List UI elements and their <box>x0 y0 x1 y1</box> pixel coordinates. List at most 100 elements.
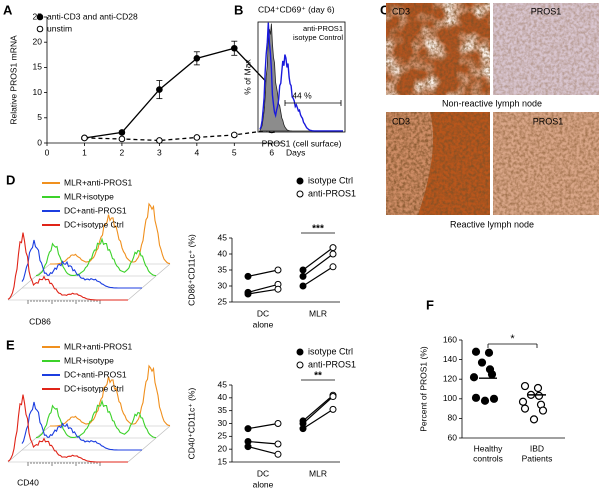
point <box>193 134 201 141</box>
caption: Reactive lymph node <box>450 219 534 229</box>
legend-label: isotype Control <box>293 33 343 42</box>
y-tick-label: 15 <box>218 456 228 466</box>
panel-letter: C <box>380 2 390 17</box>
legend-label: DC+isotype Ctrl <box>64 219 124 229</box>
y-tick-label: 60 <box>448 432 458 442</box>
point <box>520 404 530 413</box>
micrograph-texture <box>386 3 490 95</box>
legend-label: isotype Ctrl <box>308 346 353 356</box>
legend-marker <box>296 190 304 198</box>
histogram <box>50 364 171 427</box>
histogram <box>259 22 343 132</box>
point <box>484 348 494 357</box>
pair-line <box>302 394 334 422</box>
point <box>231 131 238 139</box>
y-tick-label: 140 <box>443 354 457 364</box>
y-tick-label: 40 <box>218 392 228 402</box>
y-tick-label: 120 <box>443 373 457 383</box>
histogram <box>21 401 142 451</box>
point <box>274 420 282 427</box>
y-tick-label: 80 <box>448 413 458 423</box>
point <box>274 266 282 274</box>
x-tick-label: alone <box>253 479 274 489</box>
panel-letter: E <box>6 337 15 352</box>
histogram <box>35 399 157 439</box>
x-tick-label: alone <box>253 319 274 329</box>
caption: Non-reactive lymph node <box>442 98 542 108</box>
point <box>244 272 252 280</box>
histogram <box>21 239 142 289</box>
point <box>469 373 479 382</box>
point <box>274 450 282 458</box>
stain-label: PROS1 <box>531 6 562 16</box>
point <box>299 425 307 433</box>
point <box>329 405 337 413</box>
pair-line <box>247 288 279 295</box>
point <box>471 347 481 356</box>
y-tick-label: 20 <box>218 443 228 453</box>
point <box>534 391 544 400</box>
pair-line <box>247 422 279 430</box>
x-tick-label: Patients <box>522 453 553 463</box>
y-tick-label: 45 <box>218 379 228 389</box>
legend-marker <box>36 13 44 21</box>
pair-line <box>247 269 279 277</box>
x-tick-label: 4 <box>194 147 199 157</box>
legend-label: DC+anti-PROS1 <box>64 205 127 215</box>
x-tick-label: 6 <box>269 147 274 157</box>
y-tick-label: 25 <box>218 296 228 306</box>
pair-line <box>247 440 279 445</box>
point <box>329 263 337 271</box>
y-tick-label: 30 <box>218 280 228 290</box>
legend-label: DC+isotype Ctrl <box>64 383 124 393</box>
significance: * <box>510 333 515 345</box>
micrograph-texture <box>493 112 599 215</box>
baseline-edge <box>127 425 171 463</box>
micrograph-texture <box>386 112 490 215</box>
point <box>329 393 337 401</box>
y-tick-label: 15 <box>33 62 43 72</box>
point <box>518 397 528 406</box>
pair-line <box>302 247 334 271</box>
x-tick-label: 2 <box>120 147 125 157</box>
point <box>156 86 163 93</box>
x-tick-label: DC <box>257 308 269 318</box>
point <box>538 406 548 415</box>
legend-marker <box>36 25 44 33</box>
legend-marker <box>296 177 304 185</box>
x-tick-label: 5 <box>232 147 237 157</box>
x-tick-label: IBD <box>530 443 544 453</box>
legend-label: DC+anti-PROS1 <box>64 369 127 379</box>
y-tick-label: 35 <box>218 264 228 274</box>
legend-label: isotype Ctrl <box>308 175 353 185</box>
legend-label: MLR+isotype <box>64 355 114 365</box>
point <box>193 55 201 62</box>
x-tick-label: 3 <box>157 147 162 157</box>
point <box>231 44 238 52</box>
y-tick-label: 40 <box>218 248 228 258</box>
x-tick-label: MLR <box>309 308 327 318</box>
point <box>471 393 481 402</box>
panel-letter: D <box>6 172 15 187</box>
point <box>329 250 337 258</box>
stain-label: CD3 <box>392 6 410 16</box>
x-tick-label: DC <box>257 468 269 478</box>
point <box>118 135 126 143</box>
significance: ** <box>314 371 322 382</box>
panel-letter: A <box>3 2 13 17</box>
legend-label: MLR+isotype <box>64 191 114 201</box>
stain-label: CD3 <box>392 116 410 126</box>
y-tick-label: 35 <box>218 405 228 415</box>
x-axis-label: Days <box>286 147 305 157</box>
point <box>118 129 126 136</box>
point <box>299 282 307 290</box>
y-tick-label: 5 <box>37 112 42 122</box>
x-tick-label: controls <box>473 453 503 463</box>
baseline-edge <box>127 263 171 301</box>
point <box>520 381 530 391</box>
point <box>489 394 499 403</box>
point <box>480 396 490 405</box>
legend-label: MLR+anti-PROS1 <box>64 341 133 351</box>
x-tick-label: Healthy <box>474 443 504 453</box>
